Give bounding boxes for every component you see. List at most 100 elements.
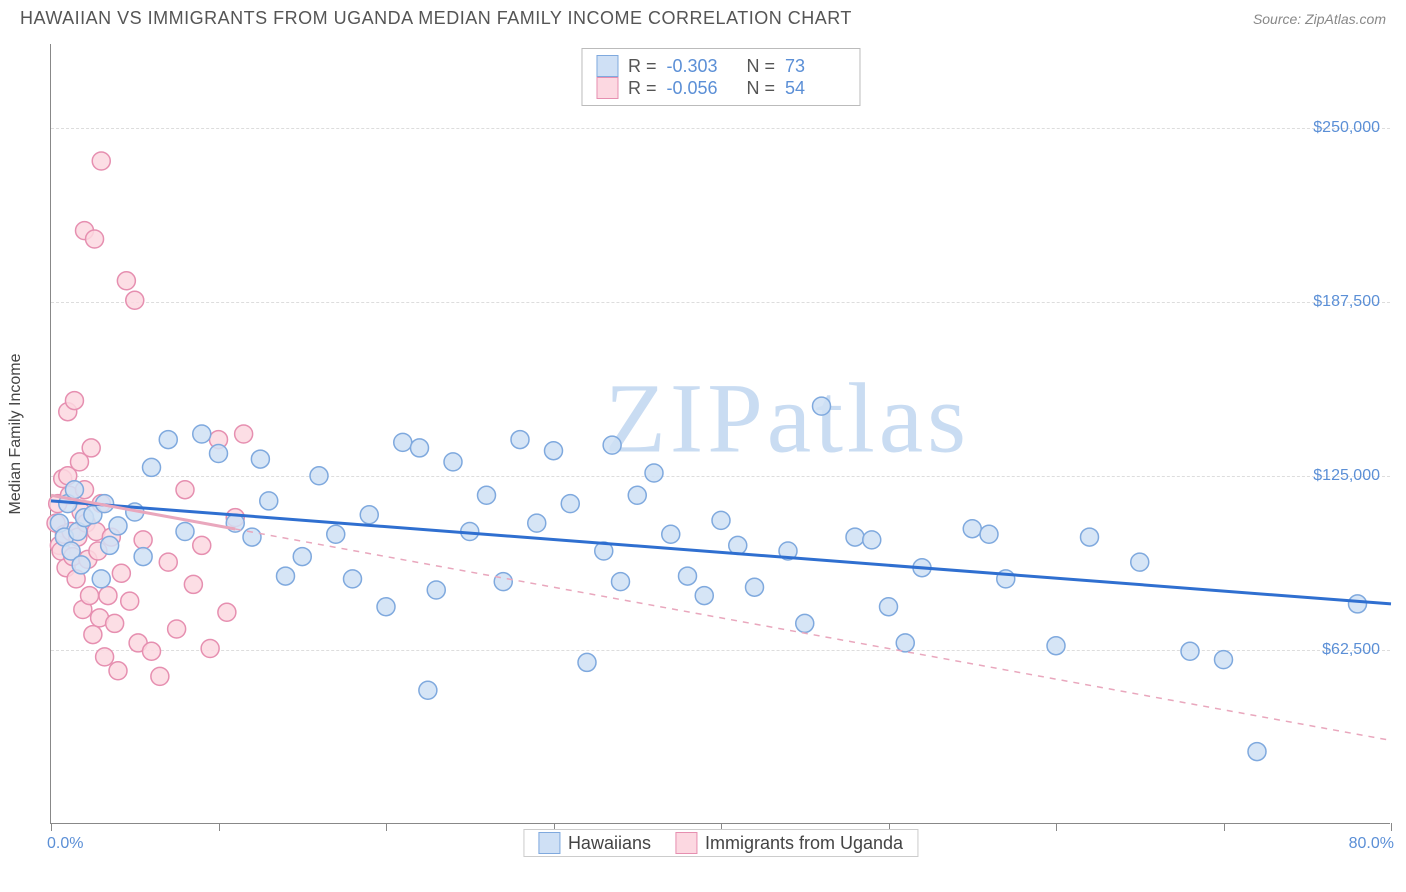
data-point <box>159 553 177 571</box>
r-value: -0.056 <box>667 78 727 99</box>
data-point <box>109 517 127 535</box>
data-point <box>82 439 100 457</box>
x-tick <box>1391 823 1392 831</box>
series-legend: Hawaiians Immigrants from Uganda <box>523 829 918 857</box>
data-point <box>176 481 194 499</box>
data-point <box>143 642 161 660</box>
data-point <box>980 525 998 543</box>
data-point <box>1047 637 1065 655</box>
data-point <box>612 573 630 591</box>
data-point <box>134 548 152 566</box>
data-point <box>360 506 378 524</box>
data-point <box>143 458 161 476</box>
x-axis-min-label: 0.0% <box>47 835 83 853</box>
chart-header: HAWAIIAN VS IMMIGRANTS FROM UGANDA MEDIA… <box>0 0 1406 33</box>
data-point <box>134 531 152 549</box>
data-point <box>72 556 90 574</box>
data-point <box>293 548 311 566</box>
data-point <box>310 467 328 485</box>
data-point <box>478 486 496 504</box>
data-point <box>1248 743 1266 761</box>
data-point <box>494 573 512 591</box>
chart-plot-area: Median Family Income ZIPatlas $62,500$12… <box>50 44 1390 824</box>
x-tick <box>219 823 220 831</box>
data-point <box>880 598 898 616</box>
x-tick <box>1056 823 1057 831</box>
data-point <box>81 587 99 605</box>
data-point <box>1131 553 1149 571</box>
data-point <box>121 592 139 610</box>
r-value: -0.303 <box>667 56 727 77</box>
data-point <box>193 425 211 443</box>
data-point <box>846 528 864 546</box>
data-point <box>65 392 83 410</box>
data-point <box>444 453 462 471</box>
chart-title: HAWAIIAN VS IMMIGRANTS FROM UGANDA MEDIA… <box>20 8 852 29</box>
r-label: R = <box>628 56 657 77</box>
data-point <box>243 528 261 546</box>
data-point <box>963 520 981 538</box>
data-point <box>201 640 219 658</box>
x-tick <box>51 823 52 831</box>
data-point <box>260 492 278 510</box>
x-tick <box>1224 823 1225 831</box>
data-point <box>377 598 395 616</box>
data-point <box>679 567 697 585</box>
data-point <box>96 648 114 666</box>
correlation-row: R = -0.303 N = 73 <box>596 55 845 77</box>
data-point <box>92 152 110 170</box>
correlation-legend-box: R = -0.303 N = 73R = -0.056 N = 54 <box>581 48 860 106</box>
data-point <box>796 614 814 632</box>
data-point <box>695 587 713 605</box>
data-point <box>101 536 119 554</box>
data-point <box>746 578 764 596</box>
data-point <box>109 662 127 680</box>
data-point <box>106 614 124 632</box>
data-point <box>126 291 144 309</box>
data-point <box>662 525 680 543</box>
series-swatch <box>538 832 560 854</box>
n-label: N = <box>737 78 776 99</box>
data-point <box>545 442 563 460</box>
series-swatch <box>596 77 618 99</box>
legend-item: Immigrants from Uganda <box>675 832 903 854</box>
data-point <box>218 603 236 621</box>
data-point <box>84 626 102 644</box>
data-point <box>813 397 831 415</box>
data-point <box>645 464 663 482</box>
data-point <box>151 667 169 685</box>
r-label: R = <box>628 78 657 99</box>
legend-label: Immigrants from Uganda <box>705 833 903 854</box>
n-label: N = <box>737 56 776 77</box>
series-swatch <box>675 832 697 854</box>
data-point <box>168 620 186 638</box>
data-point <box>1181 642 1199 660</box>
correlation-row: R = -0.056 N = 54 <box>596 77 845 99</box>
data-point <box>1215 651 1233 669</box>
data-point <box>277 567 295 585</box>
data-point <box>1081 528 1099 546</box>
data-point <box>327 525 345 543</box>
scatter-svg <box>51 44 1391 824</box>
data-point <box>394 433 412 451</box>
data-point <box>176 523 194 541</box>
series-swatch <box>596 55 618 77</box>
data-point <box>628 486 646 504</box>
legend-label: Hawaiians <box>568 833 651 854</box>
data-point <box>411 439 429 457</box>
data-point <box>511 431 529 449</box>
data-point <box>427 581 445 599</box>
data-point <box>210 445 228 463</box>
data-point <box>863 531 881 549</box>
data-point <box>251 450 269 468</box>
data-point <box>92 570 110 588</box>
chart-source: Source: ZipAtlas.com <box>1253 11 1386 27</box>
data-point <box>344 570 362 588</box>
data-point <box>419 681 437 699</box>
data-point <box>578 653 596 671</box>
data-point <box>159 431 177 449</box>
x-tick <box>386 823 387 831</box>
data-point <box>112 564 130 582</box>
data-point <box>528 514 546 532</box>
x-axis-max-label: 80.0% <box>1349 835 1394 853</box>
